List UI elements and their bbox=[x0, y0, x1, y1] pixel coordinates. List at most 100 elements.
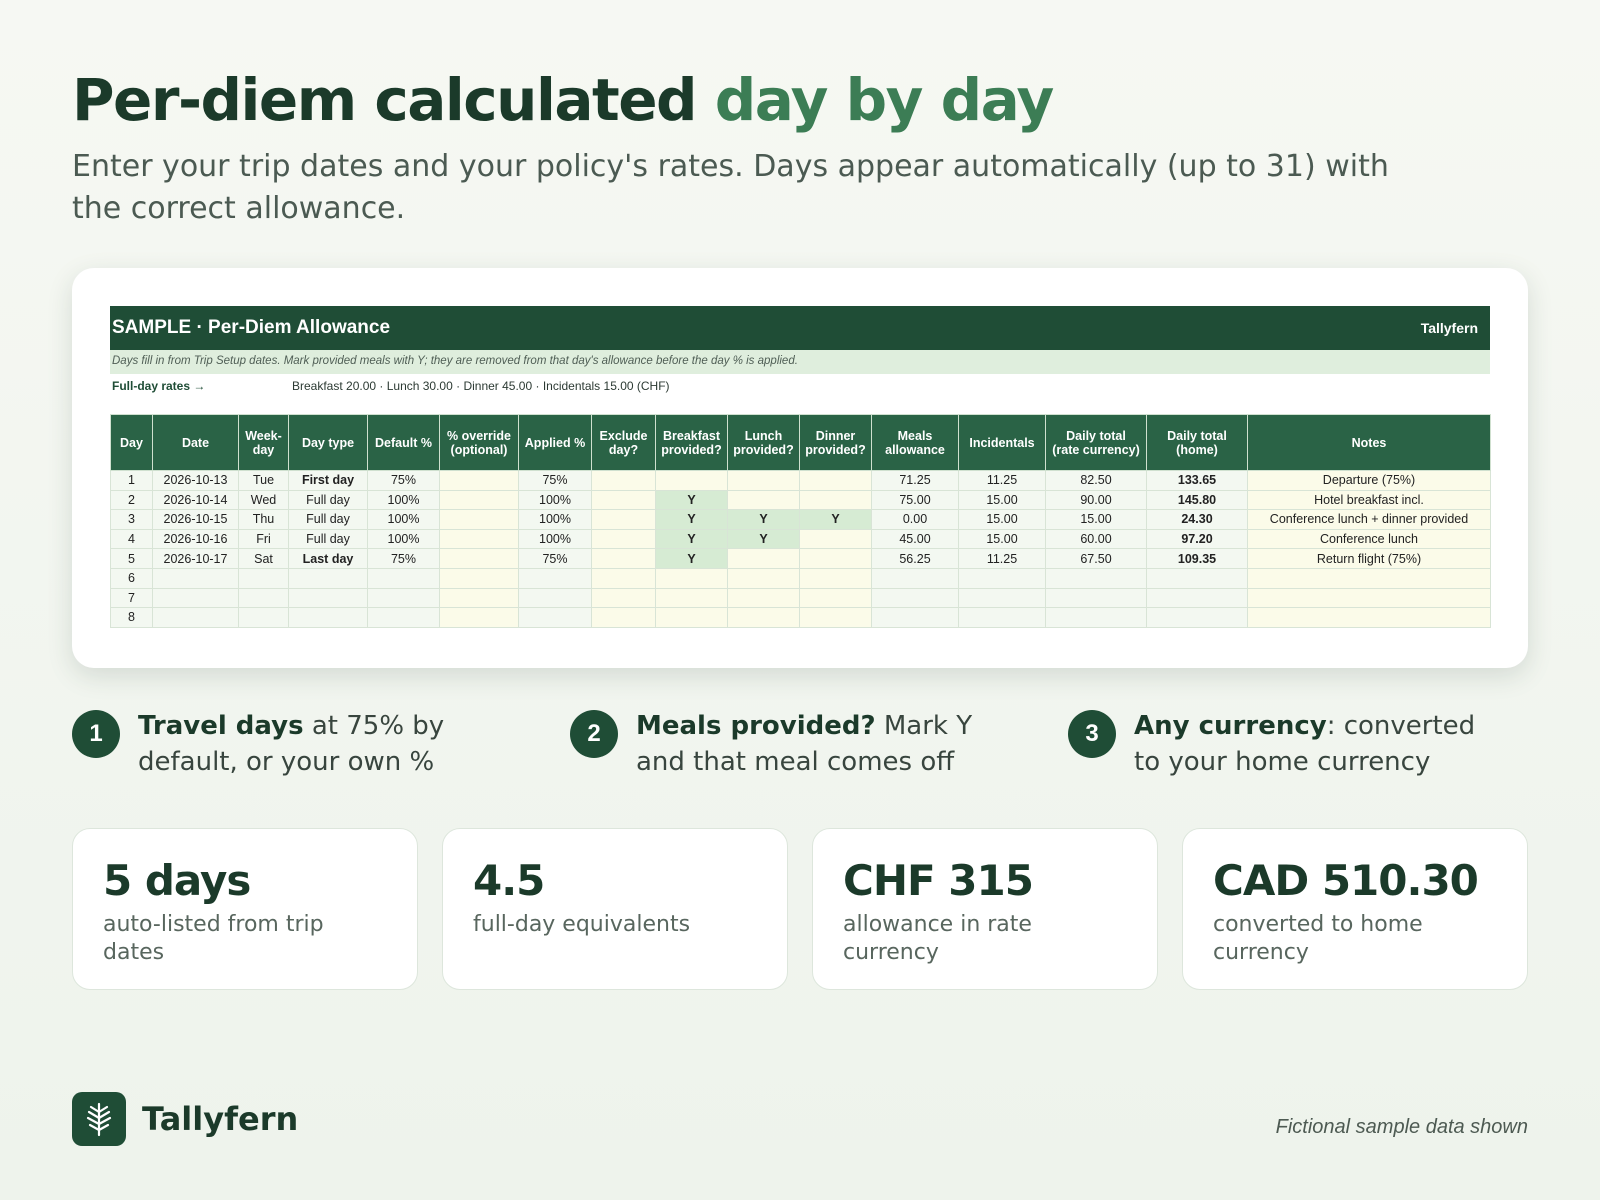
column-header-lunch-provided: Lunch provided? bbox=[727, 414, 800, 471]
cell-day: 4 bbox=[110, 528, 153, 550]
cell-weekday: Thu bbox=[238, 509, 289, 530]
cell-pct-override[interactable] bbox=[439, 470, 519, 491]
cell-day: 8 bbox=[110, 607, 153, 628]
cell-notes[interactable]: Hotel breakfast incl. bbox=[1247, 489, 1491, 511]
cell-lunch-provided[interactable] bbox=[727, 567, 800, 589]
stat-label: allowance in rate currency bbox=[843, 912, 1032, 965]
cell-default-pct bbox=[367, 607, 440, 628]
cell-dinner-provided[interactable] bbox=[799, 587, 872, 609]
cell-applied-pct: 100% bbox=[518, 489, 592, 511]
cell-weekday: Sat bbox=[238, 548, 289, 569]
cell-exclude-day[interactable] bbox=[591, 548, 656, 569]
cell-lunch-provided[interactable] bbox=[727, 489, 800, 511]
cell-dinner-provided[interactable] bbox=[799, 489, 872, 511]
cell-date: 2026-10-16 bbox=[152, 528, 239, 550]
cell-lunch-provided[interactable]: Y bbox=[727, 528, 800, 550]
table-row: 3 2026-10-15 Thu Full day 100% 100% Y Y Y 0.00 15.… bbox=[110, 509, 1491, 530]
stat-card-days: 5 days auto-listed from trip dates bbox=[72, 828, 418, 990]
cell-daily-total-rate: 90.00 bbox=[1045, 489, 1147, 511]
cell-default-pct: 75% bbox=[367, 548, 440, 569]
cell-notes[interactable]: Conference lunch + dinner provided bbox=[1247, 509, 1491, 530]
cell-lunch-provided[interactable]: Y bbox=[727, 509, 800, 530]
cell-exclude-day[interactable] bbox=[591, 607, 656, 628]
cell-pct-override[interactable] bbox=[439, 489, 519, 511]
cell-date bbox=[152, 587, 239, 609]
cell-weekday: Tue bbox=[238, 470, 289, 491]
callout-rest: at 75% by default, or your own % bbox=[138, 711, 445, 777]
cell-incidentals: 15.00 bbox=[958, 509, 1046, 530]
cell-day: 6 bbox=[110, 567, 153, 589]
table-header-row: Day Date Week- day Day type Default %% overr… bbox=[110, 414, 1491, 471]
title-main: Per-diem calculated bbox=[72, 66, 715, 134]
column-header-default-pct: Default % bbox=[367, 414, 440, 471]
cell-applied-pct bbox=[518, 587, 592, 609]
cell-weekday bbox=[238, 567, 289, 589]
cell-breakfast-provided[interactable] bbox=[655, 567, 728, 589]
cell-exclude-day[interactable] bbox=[591, 509, 656, 530]
cell-exclude-day[interactable] bbox=[591, 528, 656, 550]
column-header-dinner-provided: Dinner provided? bbox=[799, 414, 872, 471]
spreadsheet-preview-card: SAMPLE · Per-Diem Allowance Tallyfern Da… bbox=[72, 268, 1528, 668]
cell-daily-total-rate: 67.50 bbox=[1045, 548, 1147, 569]
brand-name: Tallyfern bbox=[142, 1100, 299, 1138]
cell-weekday: Wed bbox=[238, 489, 289, 511]
column-header-breakfast-provided: Breakfast provided? bbox=[655, 414, 728, 471]
cell-weekday bbox=[238, 587, 289, 609]
cell-day-type: Full day bbox=[288, 509, 368, 530]
cell-exclude-day[interactable] bbox=[591, 489, 656, 511]
cell-breakfast-provided[interactable] bbox=[655, 607, 728, 628]
title-accent: day by day bbox=[714, 66, 1055, 134]
cell-lunch-provided[interactable] bbox=[727, 470, 800, 491]
cell-lunch-provided[interactable] bbox=[727, 607, 800, 628]
cell-notes[interactable]: Conference lunch bbox=[1247, 528, 1491, 550]
sheet-title: SAMPLE · Per-Diem Allowance bbox=[112, 317, 391, 338]
cell-breakfast-provided[interactable] bbox=[655, 587, 728, 609]
cell-lunch-provided[interactable] bbox=[727, 587, 800, 609]
cell-lunch-provided[interactable] bbox=[727, 548, 800, 569]
cell-pct-override[interactable] bbox=[439, 587, 519, 609]
cell-breakfast-provided[interactable]: Y bbox=[655, 528, 728, 550]
cell-breakfast-provided[interactable]: Y bbox=[655, 548, 728, 569]
sheet-brand: Tallyfern bbox=[1420, 320, 1478, 336]
cell-notes[interactable]: Return flight (75%) bbox=[1247, 548, 1491, 569]
cell-pct-override[interactable] bbox=[439, 528, 519, 550]
cell-dinner-provided[interactable] bbox=[799, 528, 872, 550]
cell-notes[interactable] bbox=[1247, 607, 1491, 628]
cell-dinner-provided[interactable]: Y bbox=[799, 509, 872, 530]
cell-pct-override[interactable] bbox=[439, 509, 519, 530]
cell-dinner-provided[interactable] bbox=[799, 548, 872, 569]
cell-meals-allowance: 71.25 bbox=[871, 470, 959, 491]
cell-breakfast-provided[interactable]: Y bbox=[655, 489, 728, 511]
cell-dinner-provided[interactable] bbox=[799, 567, 872, 589]
callout-text: Any currency: converted to your home cur… bbox=[1134, 708, 1498, 780]
cell-exclude-day[interactable] bbox=[591, 567, 656, 589]
cell-notes[interactable]: Departure (75%) bbox=[1247, 470, 1491, 491]
callout-any-currency: 3 Any currency: converted to your home c… bbox=[1068, 708, 1498, 780]
cell-pct-override[interactable] bbox=[439, 607, 519, 628]
callout-bold: Travel days bbox=[138, 711, 304, 741]
cell-incidentals bbox=[958, 607, 1046, 628]
cell-daily-total-home: 24.30 bbox=[1146, 509, 1248, 530]
cell-exclude-day[interactable] bbox=[591, 470, 656, 491]
cell-dinner-provided[interactable] bbox=[799, 470, 872, 491]
cell-day: 3 bbox=[110, 509, 153, 530]
cell-dinner-provided[interactable] bbox=[799, 607, 872, 628]
cell-notes[interactable] bbox=[1247, 567, 1491, 589]
column-header-daily-total-rate: Daily total (rate currency) bbox=[1045, 414, 1147, 471]
cell-pct-override[interactable] bbox=[439, 567, 519, 589]
cell-notes[interactable] bbox=[1247, 587, 1491, 609]
cell-date: 2026-10-15 bbox=[152, 509, 239, 530]
cell-incidentals bbox=[958, 567, 1046, 589]
table-row: 7 bbox=[110, 587, 1491, 609]
callout-bold: Meals provided? bbox=[636, 711, 876, 741]
cell-meals-allowance bbox=[871, 567, 959, 589]
cell-breakfast-provided[interactable]: Y bbox=[655, 509, 728, 530]
stat-label: auto-listed from trip dates bbox=[103, 912, 324, 965]
cell-breakfast-provided[interactable] bbox=[655, 470, 728, 491]
cell-pct-override[interactable] bbox=[439, 548, 519, 569]
cell-applied-pct: 100% bbox=[518, 509, 592, 530]
step-number-badge: 3 bbox=[1068, 710, 1116, 758]
cell-meals-allowance: 45.00 bbox=[871, 528, 959, 550]
cell-exclude-day[interactable] bbox=[591, 587, 656, 609]
cell-day-type: Full day bbox=[288, 528, 368, 550]
